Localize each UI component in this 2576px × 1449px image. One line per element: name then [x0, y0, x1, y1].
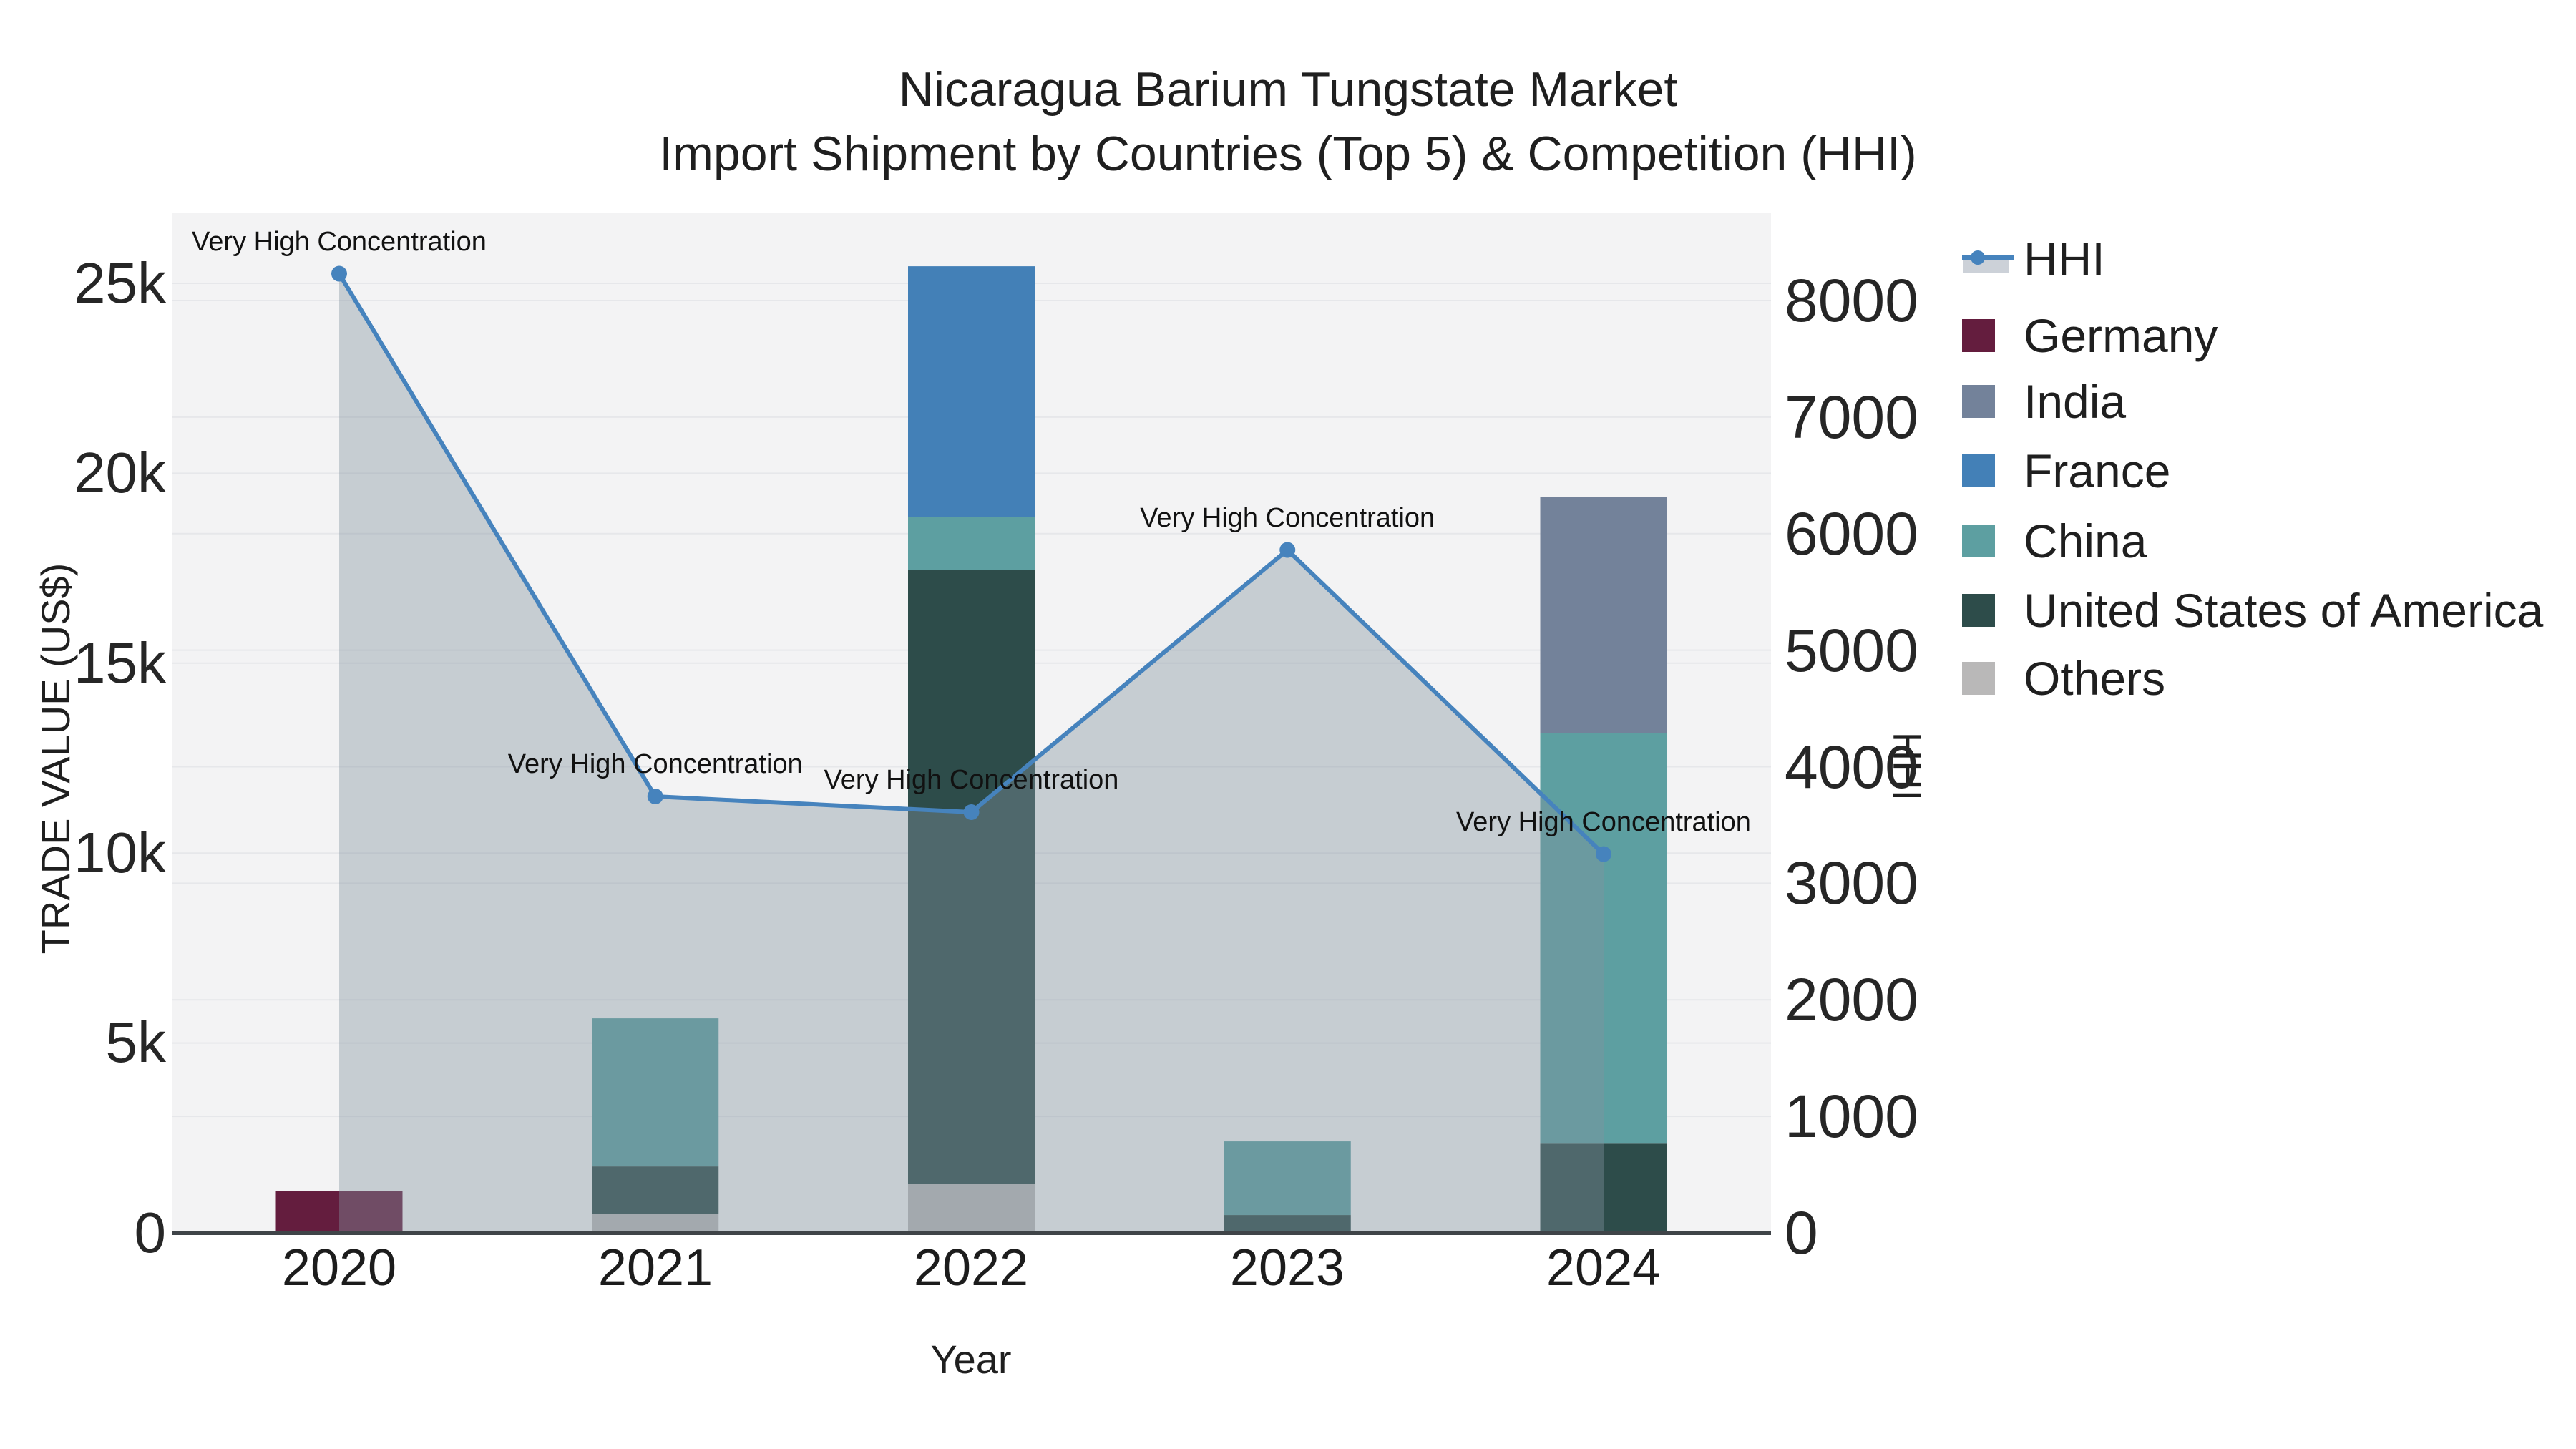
y-left-tick: 10k — [74, 821, 166, 884]
x-axis-title: Year — [930, 1337, 1012, 1382]
y-left-tick: 25k — [74, 251, 166, 315]
legend-label: Others — [2024, 652, 2166, 705]
y-left-tick: 5k — [105, 1010, 167, 1074]
annotation-2024: Very High Concentration — [1456, 806, 1751, 837]
x-tick-2022: 2022 — [913, 1239, 1029, 1297]
x-tick-2024: 2024 — [1546, 1239, 1662, 1297]
x-tick-2020: 2020 — [281, 1239, 397, 1297]
y-right-tick: 1000 — [1785, 1083, 1918, 1150]
bar-segment-united-states-of-america-2022[interactable] — [908, 570, 1035, 1184]
y-right-tick: 4000 — [1785, 733, 1918, 801]
bar-segment-others-2022[interactable] — [908, 1183, 1035, 1233]
hhi-marker-2020[interactable] — [331, 265, 347, 282]
hhi-line-sample-icon — [1962, 243, 2014, 275]
legend-label: China — [2024, 514, 2147, 567]
bar-segment-united-states-of-america-2021[interactable] — [592, 1166, 719, 1214]
y-right-tick: 2000 — [1785, 966, 1918, 1033]
legend-item-hhi[interactable]: HHI — [1962, 235, 2105, 283]
y-right-tick: 3000 — [1785, 849, 1918, 917]
germany-swatch — [1962, 319, 1995, 352]
bar-segment-united-states-of-america-2023[interactable] — [1224, 1215, 1351, 1233]
hhi-marker-2022[interactable] — [963, 804, 980, 821]
y-right-tick: 8000 — [1785, 267, 1918, 334]
legend-item-india[interactable]: India — [1962, 378, 2126, 425]
y-right-tick: 5000 — [1785, 617, 1918, 684]
y-right-tick: 0 — [1785, 1199, 1818, 1267]
france-swatch — [1962, 454, 1995, 487]
y-axis-title-left: TRADE VALUE (US$) — [33, 562, 78, 955]
legend-item-usa[interactable]: United States of America — [1962, 587, 2543, 634]
y-left-tick: 20k — [74, 441, 166, 504]
usa-swatch — [1962, 594, 1995, 627]
legend-label: HHI — [2024, 233, 2105, 286]
legend-item-germany[interactable]: Germany — [1962, 312, 2218, 359]
y-right-tick: 7000 — [1785, 384, 1918, 451]
legend-item-others[interactable]: Others — [1962, 655, 2165, 702]
bar-segment-united-states-of-america-2024[interactable] — [1540, 1143, 1667, 1233]
bar-segment-france-2022[interactable] — [908, 266, 1035, 517]
india-swatch — [1962, 385, 1995, 418]
annotation-2021: Very High Concentration — [507, 749, 803, 780]
hhi-marker-swatch — [1971, 250, 1985, 265]
legend-item-china[interactable]: China — [1962, 517, 2147, 565]
bar-segment-germany-2020[interactable] — [275, 1191, 403, 1233]
annotation-2020: Very High Concentration — [192, 226, 487, 257]
x-tick-2021: 2021 — [597, 1239, 713, 1297]
chart-title: Nicaragua Barium Tungstate Market — [898, 62, 1678, 117]
china-swatch — [1962, 525, 1995, 557]
x-tick-2023: 2023 — [1229, 1239, 1345, 1297]
bar-segment-china-2021[interactable] — [592, 1018, 719, 1167]
chart-subtitle: Import Shipment by Countries (Top 5) & C… — [659, 127, 1917, 181]
y-left-tick: 15k — [74, 631, 166, 695]
legend-item-france[interactable]: France — [1962, 447, 2170, 494]
bar-segment-india-2024[interactable] — [1540, 497, 1667, 733]
others-swatch — [1962, 662, 1995, 695]
y-right-tick: 6000 — [1785, 500, 1918, 567]
bar-segment-china-2022[interactable] — [908, 517, 1035, 570]
annotation-2023: Very High Concentration — [1140, 502, 1435, 533]
annotation-2022: Very High Concentration — [824, 765, 1119, 796]
hhi-area-swatch — [1963, 260, 2009, 273]
legend-label: Germany — [2024, 309, 2218, 362]
bar-segment-china-2023[interactable] — [1224, 1141, 1351, 1216]
hhi-line-swatch — [1962, 255, 2014, 260]
legend-label: France — [2024, 444, 2171, 497]
bar-segment-others-2021[interactable] — [592, 1214, 719, 1233]
hhi-marker-2023[interactable] — [1279, 542, 1296, 558]
hhi-area-fill — [339, 273, 1604, 1233]
x-axis-line — [172, 1231, 1771, 1235]
legend-label: India — [2024, 375, 2127, 428]
hhi-marker-2021[interactable] — [647, 789, 663, 805]
bar-segment-china-2024[interactable] — [1540, 733, 1667, 1144]
hhi-marker-2024[interactable] — [1596, 846, 1611, 862]
y-left-tick: 0 — [134, 1201, 167, 1264]
legend-label: United States of America — [2024, 584, 2544, 637]
